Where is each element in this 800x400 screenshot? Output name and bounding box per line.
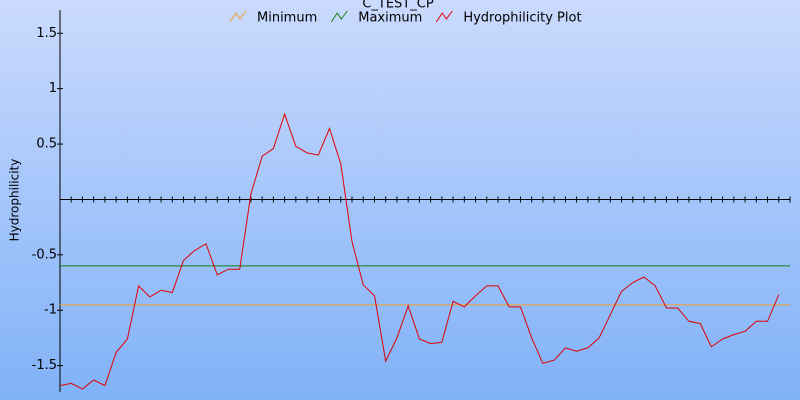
legend-icon <box>229 10 247 23</box>
legend-label: Hydrophilicity Plot <box>463 11 581 26</box>
y-tick-label: 1 <box>49 81 57 96</box>
y-tick-label: 1.5 <box>36 26 57 41</box>
y-tick-label: 0.5 <box>36 137 57 152</box>
y-tick-label: -1 <box>44 303 57 318</box>
y-axis-label: Hydrophilicity <box>8 159 22 242</box>
legend-label: Maximum <box>358 11 422 26</box>
chart-title: C_TEST_CP <box>362 0 434 12</box>
y-tick-label: -1.5 <box>32 358 57 373</box>
legend-icon <box>435 10 453 23</box>
y-tick-label: -0.5 <box>32 247 57 262</box>
data-line <box>59 112 780 390</box>
legend-icon <box>330 10 348 23</box>
legend-label: Minimum <box>257 11 317 26</box>
